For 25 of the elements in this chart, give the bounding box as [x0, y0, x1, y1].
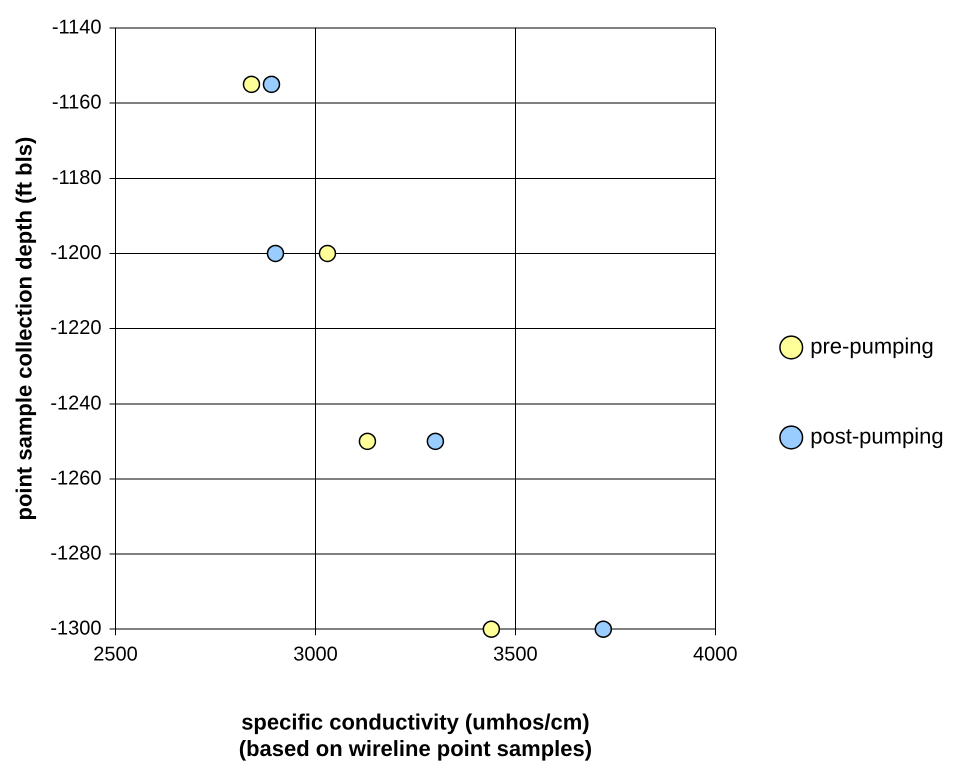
- point: [266, 244, 284, 262]
- legend-label: pre-pumping: [810, 334, 934, 359]
- y-tick-label: -1140: [52, 16, 102, 39]
- x-tick-label: 3000: [293, 644, 338, 666]
- point: [358, 432, 376, 450]
- y-tick-label: -1280: [50, 542, 102, 565]
- legend-label: post-pumping: [810, 424, 944, 449]
- y-tick-label: -1200: [50, 242, 102, 264]
- y-tick-label: -1160: [52, 92, 102, 114]
- x-tick-label: 2500: [93, 644, 138, 666]
- y-tick-label: -1220: [50, 317, 102, 340]
- x-tick-label: 4000: [693, 644, 738, 666]
- point: [426, 432, 444, 450]
- y-tick-label: -1300: [50, 618, 102, 640]
- point: [594, 620, 612, 638]
- x-axis-title: specific conductivity (umhos/cm) (based on wireline point samples): [238, 709, 592, 761]
- y-axis-title: point sample collection depth (ft bls): [11, 136, 36, 520]
- point: [262, 76, 280, 94]
- point: [482, 620, 500, 638]
- y-tick-label: -1180: [52, 166, 102, 189]
- y-tick-label: -1240: [50, 392, 102, 414]
- point: [318, 244, 336, 262]
- point: [242, 76, 260, 94]
- y-tick-label: -1260: [50, 467, 102, 490]
- x-tick-label: 3500: [493, 644, 538, 666]
